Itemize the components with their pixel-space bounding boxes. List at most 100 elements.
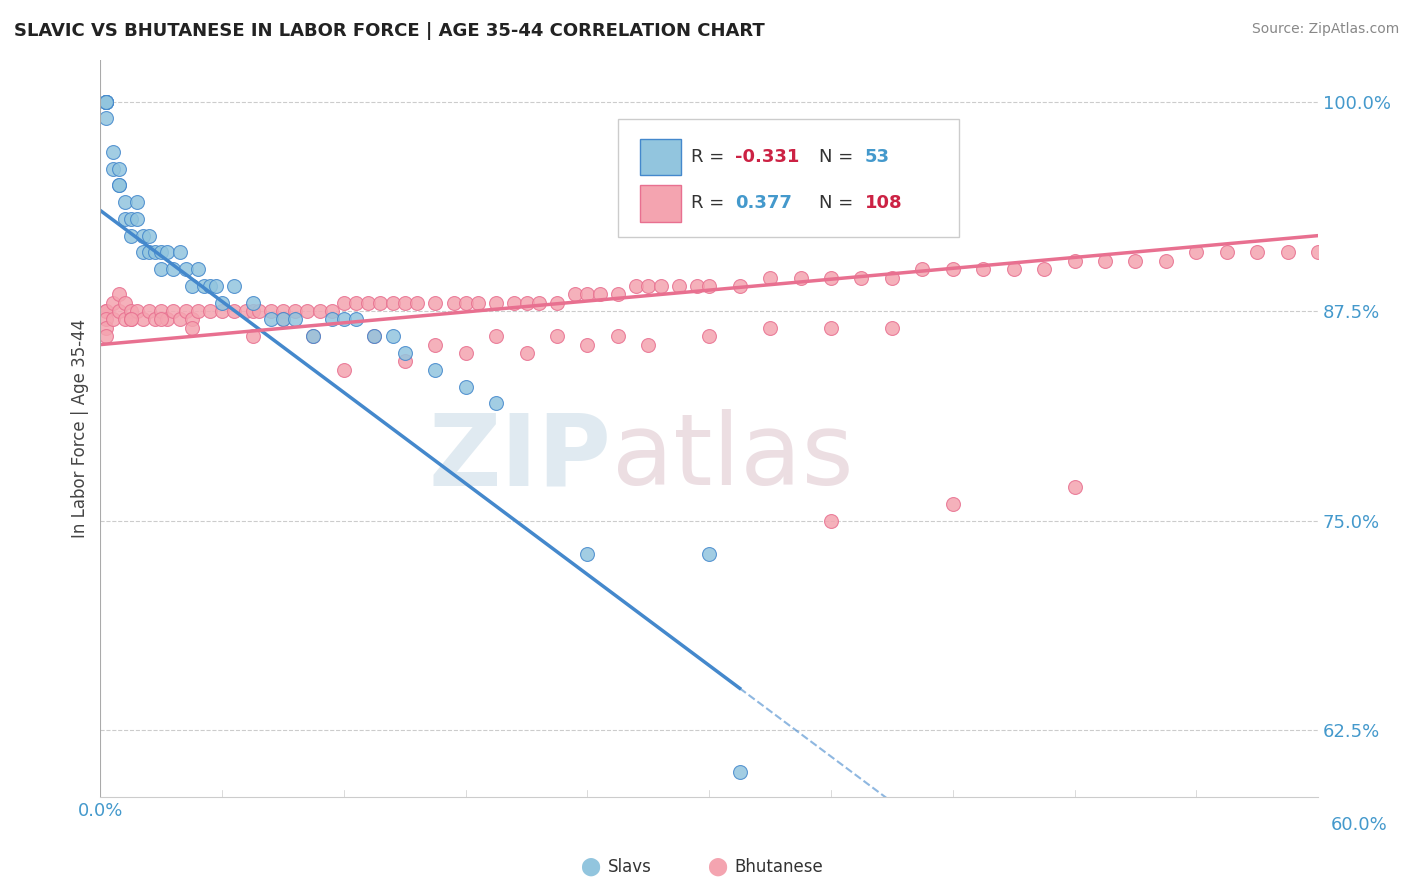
Point [284,312,307,326]
Point [180,321,202,335]
Point [728,279,751,293]
Point [911,262,934,277]
Point [120,304,142,318]
Point [162,304,184,318]
Text: ⬤: ⬤ [707,857,727,876]
Text: -0.331: -0.331 [735,148,799,166]
Point [205,279,228,293]
Point [96,95,118,109]
Point [650,279,672,293]
Point [120,211,142,226]
Point [96,95,118,109]
Point [1033,262,1056,277]
Point [138,304,160,318]
Text: 60.0%: 60.0% [1330,815,1388,834]
Point [242,295,264,310]
Point [150,304,173,318]
Point [588,287,610,301]
Point [271,304,294,318]
Point [1308,245,1330,260]
Point [443,295,465,310]
Point [156,312,179,326]
Point [107,178,129,193]
Point [1063,480,1085,494]
Point [193,279,215,293]
Point [150,312,173,326]
Point [198,304,221,318]
Point [96,304,118,318]
Point [114,312,136,326]
Point [107,304,129,318]
Point [150,262,173,277]
Point [454,295,477,310]
Point [1002,262,1025,277]
Point [132,312,155,326]
Point [880,321,903,335]
Point [363,329,385,343]
Point [114,195,136,210]
Text: N =: N = [818,194,859,212]
Point [101,312,124,326]
Point [697,279,720,293]
Point [132,245,155,260]
Point [302,329,325,343]
Point [370,295,392,310]
Point [381,329,404,343]
Point [394,354,416,368]
Point [260,304,283,318]
FancyBboxPatch shape [617,119,959,236]
Point [96,304,118,318]
Point [759,321,782,335]
Point [150,245,173,260]
Text: ⬤: ⬤ [581,857,600,876]
Point [321,304,343,318]
Point [1063,253,1085,268]
Point [759,270,782,285]
Point [120,312,142,326]
Point [381,295,404,310]
Point [527,295,550,310]
Point [120,228,142,243]
Text: 0.377: 0.377 [735,194,792,212]
Point [211,304,233,318]
Point [1154,253,1177,268]
Point [1216,245,1239,260]
Point [224,279,246,293]
Point [96,95,118,109]
Point [1125,253,1147,268]
Text: 108: 108 [865,194,903,212]
Point [260,312,283,326]
Text: Slavs: Slavs [607,858,651,876]
Point [284,304,307,318]
Point [235,304,257,318]
Point [503,295,526,310]
Point [668,279,690,293]
FancyBboxPatch shape [640,186,682,221]
Point [156,245,179,260]
Point [697,547,720,561]
Point [96,95,118,109]
Point [138,245,160,260]
Point [820,321,842,335]
Point [942,497,965,511]
Point [576,287,599,301]
Point [686,279,709,293]
Text: R =: R = [690,194,730,212]
Point [132,228,155,243]
Point [425,337,447,351]
Point [96,312,118,326]
Point [363,329,385,343]
Point [333,295,356,310]
Point [697,329,720,343]
Point [576,547,599,561]
Point [101,295,124,310]
Point [180,279,202,293]
Point [344,295,367,310]
Point [454,379,477,393]
Point [820,270,842,285]
Point [174,304,197,318]
Point [1277,245,1299,260]
Point [394,295,416,310]
Point [174,262,197,277]
Point [114,295,136,310]
